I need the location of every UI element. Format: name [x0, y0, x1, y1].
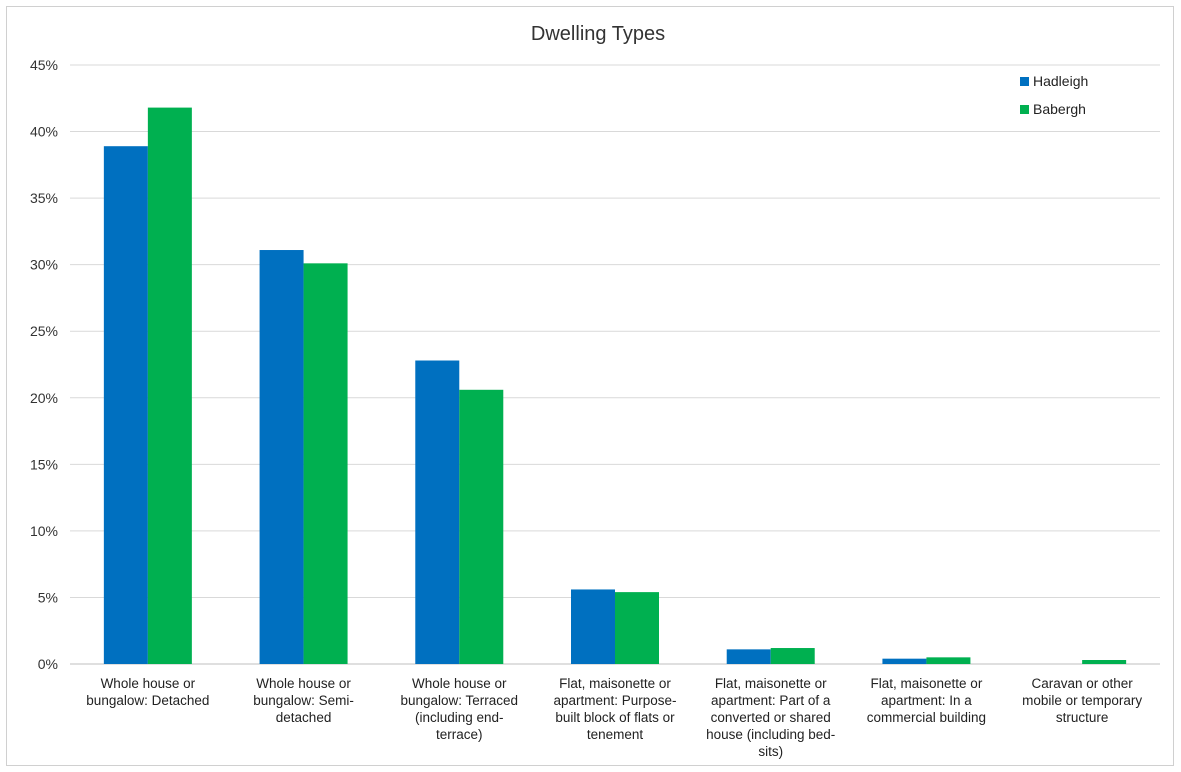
y-tick-label: 15%	[30, 456, 58, 472]
x-category-label: Flat, maisonette or apartment: Purpose-bu…	[553, 676, 676, 742]
y-tick-label: 20%	[30, 390, 58, 406]
legend-swatch-hadleigh	[1020, 77, 1029, 86]
y-tick-label: 45%	[30, 57, 58, 73]
bar-babergh-3	[615, 592, 659, 664]
bar-babergh-2	[459, 389, 504, 664]
y-tick-label: 0%	[38, 656, 58, 672]
y-tick-label: 5%	[38, 589, 58, 605]
bar-hadleigh-4	[726, 649, 771, 664]
bar-hadleigh-0	[103, 146, 148, 665]
y-axis-ticks: 0% 5% 10% 15% 20% 25% 30% 35% 40% 45%	[30, 57, 58, 672]
gridlines	[70, 64, 1160, 665]
bar-babergh-5	[926, 657, 971, 664]
x-category-label: Whole house or bungalow: Terraced (includi…	[400, 676, 518, 742]
x-category-label: Caravan or other mobile or temporary struc…	[1022, 676, 1142, 725]
x-category-label: Whole house or bungalow: Semi-detached	[253, 676, 354, 725]
x-axis-category-labels: Whole house or bungalow: Detached Whole ho…	[86, 676, 1142, 759]
y-tick-label: 35%	[30, 190, 58, 206]
bars	[103, 107, 1127, 665]
bar-babergh-1	[303, 263, 348, 664]
y-tick-label: 40%	[30, 124, 58, 140]
legend-swatch-babergh	[1020, 105, 1029, 114]
legend-label-babergh: Babergh	[1033, 101, 1086, 117]
y-tick-label: 25%	[30, 323, 58, 339]
chart-title: Dwelling Types	[531, 23, 665, 45]
legend: Hadleigh Babergh	[1020, 73, 1088, 117]
y-tick-label: 30%	[30, 257, 58, 273]
bar-babergh-6	[1082, 660, 1127, 664]
legend-label-hadleigh: Hadleigh	[1033, 73, 1088, 89]
bar-hadleigh-5	[882, 658, 927, 664]
x-category-label: Whole house or bungalow: Detached	[86, 676, 209, 708]
bar-babergh-4	[770, 648, 815, 664]
bar-hadleigh-1	[259, 250, 304, 664]
y-tick-label: 10%	[30, 523, 58, 539]
bar-hadleigh-2	[415, 360, 460, 664]
bar-hadleigh-3	[571, 589, 615, 664]
bar-babergh-0	[147, 107, 192, 664]
x-category-label: Flat, maisonette or apartment: In a commer…	[867, 676, 986, 725]
